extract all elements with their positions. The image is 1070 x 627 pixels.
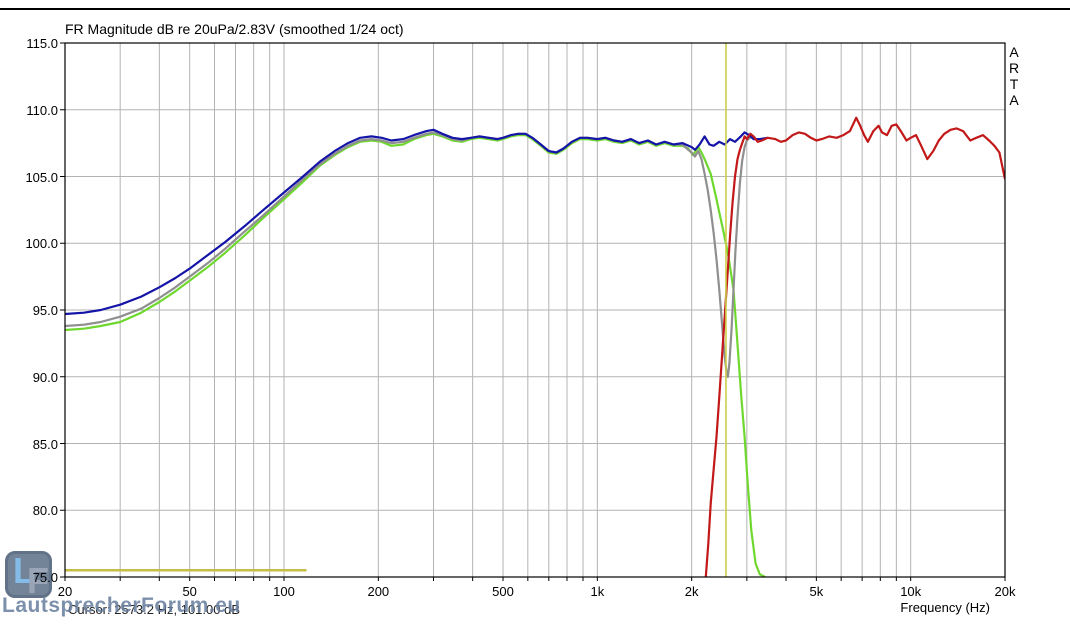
chart-title: FR Magnitude dB re 20uPa/2.83V (smoothed… (65, 21, 404, 37)
cursor-readout: Cursor: 2573.2 Hz, 101.00 dB (68, 602, 240, 617)
x-tick-label: 1k (590, 584, 605, 599)
watermark-logo: L F (5, 550, 52, 601)
x-tick-label: 50 (182, 584, 197, 599)
x-axis-title: Frequency (Hz) (900, 600, 990, 615)
x-tick-label: 20 (57, 584, 73, 599)
x-tick-label: 200 (367, 584, 390, 599)
x-tick-label: 5k (809, 584, 824, 599)
arta-letter: T (1009, 76, 1019, 92)
y-tick-label: 90.0 (32, 369, 58, 385)
y-tick-label: 115.0 (26, 36, 58, 51)
y-tick-label: 80.0 (32, 503, 58, 519)
x-tick-label: 10k (900, 584, 922, 599)
watermark-text: LautsprecherForum.eu (2, 594, 241, 617)
x-tick-label: 500 (492, 584, 514, 599)
y-tick-label: 75.0 (32, 570, 58, 585)
plot-border (64, 42, 1006, 578)
y-tick-label: 105.0 (25, 169, 58, 185)
arta-letter: A (1009, 44, 1019, 60)
top-divider-line (0, 8, 1070, 10)
y-tick-label: 95.0 (32, 303, 58, 318)
x-tick-label: 20k (994, 584, 1016, 599)
arta-letter: R (1009, 60, 1020, 76)
x-tick-label: 2k (684, 584, 699, 599)
watermark-logo-letter-f: F (27, 560, 49, 601)
y-tick-label: 100.0 (25, 236, 58, 252)
curve-summed-response (65, 128, 768, 316)
y-tick-label: 110.0 (26, 102, 58, 118)
y-tick-label: 85.0 (32, 436, 58, 452)
curve-tweeter-highpass (704, 116, 1005, 577)
curve-woofer-lowpass (65, 132, 766, 577)
arta-letter: A (1009, 92, 1019, 108)
curve-reverse-null (65, 131, 756, 378)
watermark-logo-letter-l: L (13, 550, 35, 591)
x-tick-label: 100 (273, 584, 295, 599)
